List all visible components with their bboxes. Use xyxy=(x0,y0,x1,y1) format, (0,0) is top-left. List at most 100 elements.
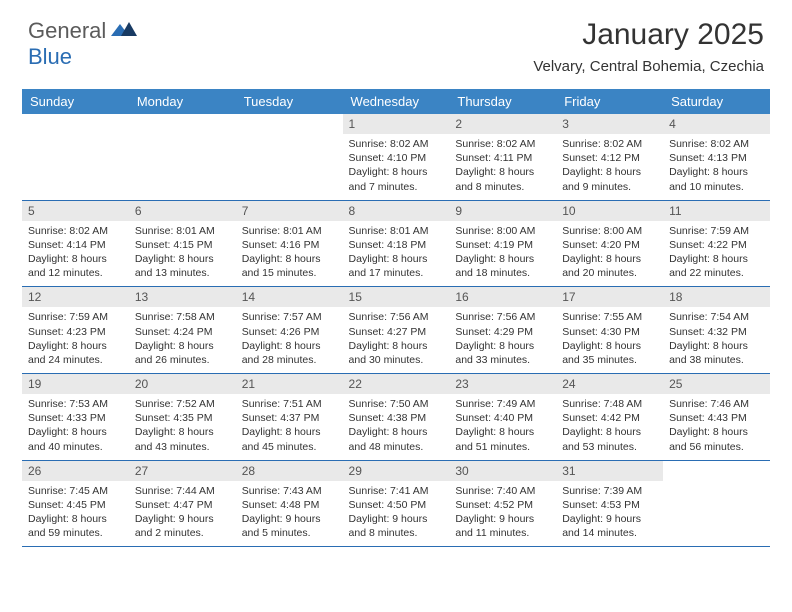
day-content: Sunrise: 7:49 AMSunset: 4:40 PMDaylight:… xyxy=(449,394,556,460)
brand-part2: Blue xyxy=(28,44,72,69)
calendar-day-cell: 12Sunrise: 7:59 AMSunset: 4:23 PMDayligh… xyxy=(22,287,129,374)
daylight-text: Daylight: 8 hours and 26 minutes. xyxy=(135,339,230,367)
calendar-week-row: 1Sunrise: 8:02 AMSunset: 4:10 PMDaylight… xyxy=(22,114,770,200)
sunrise-text: Sunrise: 7:39 AM xyxy=(562,484,657,498)
day-content: Sunrise: 8:02 AMSunset: 4:11 PMDaylight:… xyxy=(449,134,556,200)
calendar-day-cell xyxy=(129,114,236,200)
calendar-day-cell: 19Sunrise: 7:53 AMSunset: 4:33 PMDayligh… xyxy=(22,374,129,461)
sunset-text: Sunset: 4:22 PM xyxy=(669,238,764,252)
calendar-day-cell: 1Sunrise: 8:02 AMSunset: 4:10 PMDaylight… xyxy=(343,114,450,200)
calendar-day-cell: 14Sunrise: 7:57 AMSunset: 4:26 PMDayligh… xyxy=(236,287,343,374)
day-number: 26 xyxy=(22,461,129,481)
day-content: Sunrise: 8:01 AMSunset: 4:16 PMDaylight:… xyxy=(236,221,343,287)
brand-logo: General xyxy=(28,18,139,44)
day-content: Sunrise: 7:48 AMSunset: 4:42 PMDaylight:… xyxy=(556,394,663,460)
day-content: Sunrise: 7:55 AMSunset: 4:30 PMDaylight:… xyxy=(556,307,663,373)
sunset-text: Sunset: 4:15 PM xyxy=(135,238,230,252)
calendar-day-cell: 29Sunrise: 7:41 AMSunset: 4:50 PMDayligh… xyxy=(343,460,450,547)
calendar-day-cell xyxy=(663,460,770,547)
sunset-text: Sunset: 4:32 PM xyxy=(669,325,764,339)
day-number: 9 xyxy=(449,201,556,221)
header: General January 2025 Velvary, Central Bo… xyxy=(0,0,792,79)
day-number: 11 xyxy=(663,201,770,221)
daylight-text: Daylight: 8 hours and 15 minutes. xyxy=(242,252,337,280)
daylight-text: Daylight: 8 hours and 8 minutes. xyxy=(455,165,550,193)
calendar-day-cell: 7Sunrise: 8:01 AMSunset: 4:16 PMDaylight… xyxy=(236,200,343,287)
calendar-day-cell: 23Sunrise: 7:49 AMSunset: 4:40 PMDayligh… xyxy=(449,374,556,461)
calendar-week-row: 19Sunrise: 7:53 AMSunset: 4:33 PMDayligh… xyxy=(22,374,770,461)
calendar-day-cell: 18Sunrise: 7:54 AMSunset: 4:32 PMDayligh… xyxy=(663,287,770,374)
calendar-day-cell: 22Sunrise: 7:50 AMSunset: 4:38 PMDayligh… xyxy=(343,374,450,461)
calendar-day-cell: 8Sunrise: 8:01 AMSunset: 4:18 PMDaylight… xyxy=(343,200,450,287)
day-number: 28 xyxy=(236,461,343,481)
day-number: 14 xyxy=(236,287,343,307)
day-number xyxy=(236,114,343,134)
day-content: Sunrise: 7:45 AMSunset: 4:45 PMDaylight:… xyxy=(22,481,129,547)
sunset-text: Sunset: 4:27 PM xyxy=(349,325,444,339)
calendar-week-row: 26Sunrise: 7:45 AMSunset: 4:45 PMDayligh… xyxy=(22,460,770,547)
day-content: Sunrise: 7:50 AMSunset: 4:38 PMDaylight:… xyxy=(343,394,450,460)
daylight-text: Daylight: 8 hours and 18 minutes. xyxy=(455,252,550,280)
day-content xyxy=(236,134,343,192)
day-number: 24 xyxy=(556,374,663,394)
day-number: 17 xyxy=(556,287,663,307)
page-title: January 2025 xyxy=(533,18,764,52)
day-number: 7 xyxy=(236,201,343,221)
calendar-day-cell: 9Sunrise: 8:00 AMSunset: 4:19 PMDaylight… xyxy=(449,200,556,287)
day-content: Sunrise: 7:40 AMSunset: 4:52 PMDaylight:… xyxy=(449,481,556,547)
sunset-text: Sunset: 4:47 PM xyxy=(135,498,230,512)
daylight-text: Daylight: 8 hours and 20 minutes. xyxy=(562,252,657,280)
day-content: Sunrise: 7:58 AMSunset: 4:24 PMDaylight:… xyxy=(129,307,236,373)
sunrise-text: Sunrise: 8:02 AM xyxy=(669,137,764,151)
sunrise-text: Sunrise: 8:02 AM xyxy=(562,137,657,151)
day-number: 2 xyxy=(449,114,556,134)
day-number: 21 xyxy=(236,374,343,394)
daylight-text: Daylight: 8 hours and 40 minutes. xyxy=(28,425,123,453)
daylight-text: Daylight: 8 hours and 38 minutes. xyxy=(669,339,764,367)
day-number: 30 xyxy=(449,461,556,481)
daylight-text: Daylight: 8 hours and 7 minutes. xyxy=(349,165,444,193)
day-content xyxy=(22,134,129,192)
sunset-text: Sunset: 4:12 PM xyxy=(562,151,657,165)
day-content: Sunrise: 8:01 AMSunset: 4:18 PMDaylight:… xyxy=(343,221,450,287)
day-content: Sunrise: 7:51 AMSunset: 4:37 PMDaylight:… xyxy=(236,394,343,460)
calendar-day-cell: 16Sunrise: 7:56 AMSunset: 4:29 PMDayligh… xyxy=(449,287,556,374)
sunset-text: Sunset: 4:37 PM xyxy=(242,411,337,425)
calendar-day-cell: 27Sunrise: 7:44 AMSunset: 4:47 PMDayligh… xyxy=(129,460,236,547)
brand-mark-icon xyxy=(111,20,137,43)
sunset-text: Sunset: 4:14 PM xyxy=(28,238,123,252)
sunset-text: Sunset: 4:30 PM xyxy=(562,325,657,339)
sunset-text: Sunset: 4:20 PM xyxy=(562,238,657,252)
page-subtitle: Velvary, Central Bohemia, Czechia xyxy=(533,58,764,75)
day-content: Sunrise: 7:44 AMSunset: 4:47 PMDaylight:… xyxy=(129,481,236,547)
day-content: Sunrise: 7:53 AMSunset: 4:33 PMDaylight:… xyxy=(22,394,129,460)
day-content: Sunrise: 8:02 AMSunset: 4:14 PMDaylight:… xyxy=(22,221,129,287)
sunrise-text: Sunrise: 8:01 AM xyxy=(242,224,337,238)
calendar-day-cell: 26Sunrise: 7:45 AMSunset: 4:45 PMDayligh… xyxy=(22,460,129,547)
day-content: Sunrise: 8:00 AMSunset: 4:20 PMDaylight:… xyxy=(556,221,663,287)
sunrise-text: Sunrise: 7:54 AM xyxy=(669,310,764,324)
sunrise-text: Sunrise: 8:02 AM xyxy=(28,224,123,238)
day-number: 25 xyxy=(663,374,770,394)
day-number: 10 xyxy=(556,201,663,221)
calendar-day-cell: 5Sunrise: 8:02 AMSunset: 4:14 PMDaylight… xyxy=(22,200,129,287)
sunrise-text: Sunrise: 7:45 AM xyxy=(28,484,123,498)
sunrise-text: Sunrise: 8:00 AM xyxy=(455,224,550,238)
day-header: Thursday xyxy=(449,89,556,114)
day-content: Sunrise: 7:59 AMSunset: 4:23 PMDaylight:… xyxy=(22,307,129,373)
sunrise-text: Sunrise: 8:02 AM xyxy=(455,137,550,151)
day-header: Monday xyxy=(129,89,236,114)
daylight-text: Daylight: 8 hours and 17 minutes. xyxy=(349,252,444,280)
day-content: Sunrise: 8:00 AMSunset: 4:19 PMDaylight:… xyxy=(449,221,556,287)
sunset-text: Sunset: 4:10 PM xyxy=(349,151,444,165)
day-content xyxy=(129,134,236,192)
calendar-day-cell xyxy=(236,114,343,200)
day-number: 20 xyxy=(129,374,236,394)
calendar-day-cell: 25Sunrise: 7:46 AMSunset: 4:43 PMDayligh… xyxy=(663,374,770,461)
day-content: Sunrise: 7:56 AMSunset: 4:29 PMDaylight:… xyxy=(449,307,556,373)
daylight-text: Daylight: 9 hours and 8 minutes. xyxy=(349,512,444,540)
daylight-text: Daylight: 8 hours and 56 minutes. xyxy=(669,425,764,453)
day-number: 27 xyxy=(129,461,236,481)
sunrise-text: Sunrise: 7:51 AM xyxy=(242,397,337,411)
day-content: Sunrise: 7:54 AMSunset: 4:32 PMDaylight:… xyxy=(663,307,770,373)
